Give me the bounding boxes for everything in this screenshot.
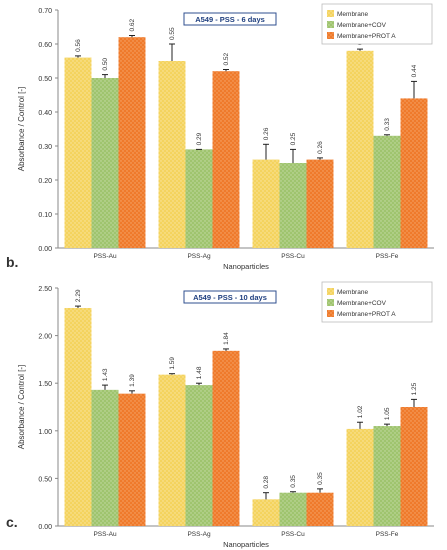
y-tick-label: 0.00: [38, 246, 52, 253]
data-label: 1.59: [169, 357, 176, 370]
bar: [346, 50, 374, 248]
y-tick-label: 0.50: [38, 476, 52, 483]
legend-swatch: [327, 21, 334, 28]
data-label: 1.43: [102, 368, 109, 381]
y-tick-label: 0.00: [38, 524, 52, 531]
data-label: 1.84: [223, 332, 230, 345]
legend-label: Membrane+COV: [337, 300, 387, 307]
bar: [373, 426, 401, 526]
bar: [279, 163, 307, 248]
legend-swatch: [327, 32, 334, 39]
legend-swatch: [327, 10, 334, 17]
x-tick-label: PSS-Cu: [281, 253, 305, 260]
bar: [346, 428, 374, 526]
y-tick-label: 0.60: [38, 42, 52, 49]
x-tick-label: PSS-Au: [93, 531, 117, 538]
legend-label: Membrane+PROT A: [337, 33, 396, 40]
bar: [118, 37, 146, 249]
bar: [158, 374, 186, 526]
bar: [306, 492, 334, 526]
data-label: 0.26: [317, 141, 324, 154]
panel-letter-b: b.: [6, 254, 19, 270]
y-tick-label: 0.30: [38, 144, 52, 151]
y-tick-label: 1.00: [38, 429, 52, 436]
panel-letter-c: c.: [6, 514, 18, 530]
legend-label: Membrane: [337, 289, 368, 296]
y-tick-label: 0.20: [38, 178, 52, 185]
x-tick-label: PSS-Ag: [187, 253, 211, 260]
x-tick-label: PSS-Ag: [187, 531, 211, 538]
legend-swatch: [327, 299, 334, 306]
bar: [64, 57, 92, 248]
bar: [91, 78, 119, 248]
x-axis-title: Nanoparticles: [223, 540, 269, 549]
data-label: 0.29: [196, 132, 203, 145]
bar: [91, 389, 119, 526]
chart-title-box: [183, 12, 277, 26]
chart-title-box: [183, 290, 277, 304]
data-label: 0.35: [290, 475, 297, 488]
data-label: 0.50: [102, 58, 109, 71]
legend-label: Membrane+PROT A: [337, 311, 396, 318]
legend-box: [321, 281, 433, 323]
bar: [64, 307, 92, 526]
bar: [212, 71, 240, 248]
data-label: 0.33: [384, 118, 391, 131]
bar: [306, 159, 334, 248]
data-label: 0.55: [169, 27, 176, 40]
data-label: 0.26: [263, 127, 270, 140]
bar: [279, 492, 307, 526]
data-label: 0.62: [129, 18, 136, 31]
data-label: 2.29: [75, 289, 82, 302]
y-tick-label: 0.50: [38, 76, 52, 83]
y-tick-label: 2.50: [38, 286, 52, 293]
y-axis-title: Absorbance / Control [-]: [17, 87, 26, 171]
y-tick-label: 0.70: [38, 8, 52, 15]
data-label: 1.05: [384, 407, 391, 420]
chart-10-days: 0.00 0.50 1.00 1.50 2.00 2.50 Absorbance / Con…: [17, 281, 434, 549]
x-tick-label: PSS-Fe: [376, 253, 399, 260]
x-tick-label: PSS-Au: [93, 253, 117, 260]
chart-title: A549 - PSS - 10 days: [193, 293, 267, 302]
data-label: 0.35: [317, 472, 324, 485]
bar: [252, 159, 280, 248]
bar: [252, 499, 280, 526]
data-label: 0.28: [263, 476, 270, 489]
legend-label: Membrane: [337, 11, 368, 18]
data-label: 1.39: [129, 374, 136, 387]
chart-title: A549 - PSS - 6 days: [195, 15, 265, 24]
bar: [373, 135, 401, 248]
data-label: 0.25: [290, 132, 297, 145]
data-label: 1.02: [357, 405, 364, 418]
data-label: 0.44: [411, 64, 418, 77]
data-label: 0.56: [75, 39, 82, 52]
bar: [118, 393, 146, 526]
x-tick-label: PSS-Cu: [281, 531, 305, 538]
bar: [212, 350, 240, 526]
y-tick-label: 2.00: [38, 334, 52, 341]
data-label: 1.48: [196, 366, 203, 379]
chart-6-days: 0.00 0.10 0.20 0.30 0.40 0.50 0.60 0.70 Absorban…: [17, 3, 434, 271]
y-tick-label: 1.50: [38, 381, 52, 388]
legend-swatch: [327, 310, 334, 317]
bar: [185, 385, 213, 526]
y-tick-label: 0.40: [38, 110, 52, 117]
x-axis-title: Nanoparticles: [223, 262, 269, 271]
bar: [400, 98, 428, 249]
bar: [185, 149, 213, 248]
legend-box: [321, 3, 433, 45]
legend-swatch: [327, 288, 334, 295]
data-label: 1.25: [411, 382, 418, 395]
bar: [158, 61, 186, 248]
legend-label: Membrane+COV: [337, 22, 387, 29]
bar: [400, 407, 428, 526]
y-axis-title: Absorbance / Control [-]: [17, 365, 26, 449]
y-tick-label: 0.10: [38, 212, 52, 219]
x-tick-label: PSS-Fe: [376, 531, 399, 538]
data-label: 0.52: [223, 52, 230, 65]
